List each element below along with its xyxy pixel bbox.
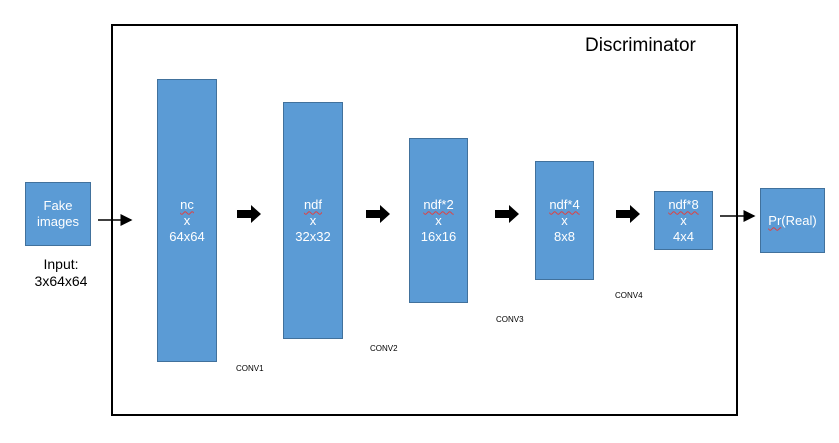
block-arrow-1 (237, 205, 261, 223)
layer-3-x: x (435, 212, 442, 228)
layer-3-size: 16x16 (420, 228, 457, 244)
layer-box-1: nc x 64x64 (157, 79, 217, 362)
conv3-label: CONV3 (496, 315, 524, 324)
block-arrow-3 (495, 205, 519, 223)
layer-1-size: 64x64 (169, 228, 205, 244)
layer-2-x: x (309, 212, 317, 228)
conv2-label: CONV2 (370, 344, 398, 353)
layer-box-4: ndf*4 x 8x8 (535, 161, 594, 280)
layer-4-x: x (561, 212, 568, 228)
block-arrow-4 (616, 205, 640, 223)
fake-images-line1: Fake (43, 198, 73, 213)
layer-5-x: x (680, 212, 687, 228)
layer-1-channels: nc (180, 196, 194, 212)
input-label-line1: Input: (43, 256, 79, 272)
output-box: Pr(Real) (760, 188, 825, 253)
layer-5-size: 4x4 (673, 228, 694, 244)
output-label: Pr(Real) (768, 213, 816, 229)
layer-box-5: ndf*8 x 4x4 (654, 191, 713, 250)
input-label-line2: 3x64x64 (34, 273, 88, 289)
output-suffix: (Real) (781, 212, 817, 228)
conv1-label: CONV1 (236, 364, 264, 373)
input-label: Input: 3x64x64 (26, 256, 96, 290)
layer-box-3: ndf*2 x 16x16 (409, 138, 468, 303)
layer-2-channels: ndf (303, 196, 323, 212)
diagram-title: Discriminator (585, 35, 696, 56)
layer-box-2: ndf x 32x32 (283, 102, 343, 339)
layer-1-x: x (183, 212, 191, 228)
layer-2-size: 32x32 (295, 228, 331, 244)
conv4-label: CONV4 (615, 291, 643, 300)
fake-images-box: Fake images (25, 182, 91, 246)
layer-4-channels: ndf*4 (549, 196, 580, 212)
block-arrow-2 (366, 205, 390, 223)
layer-3-channels: ndf*2 (423, 196, 454, 212)
layer-5-channels: ndf*8 (668, 196, 699, 212)
fake-images-line2: images (37, 214, 79, 229)
output-prefix: Pr (768, 212, 782, 228)
layer-4-size: 8x8 (554, 228, 575, 244)
